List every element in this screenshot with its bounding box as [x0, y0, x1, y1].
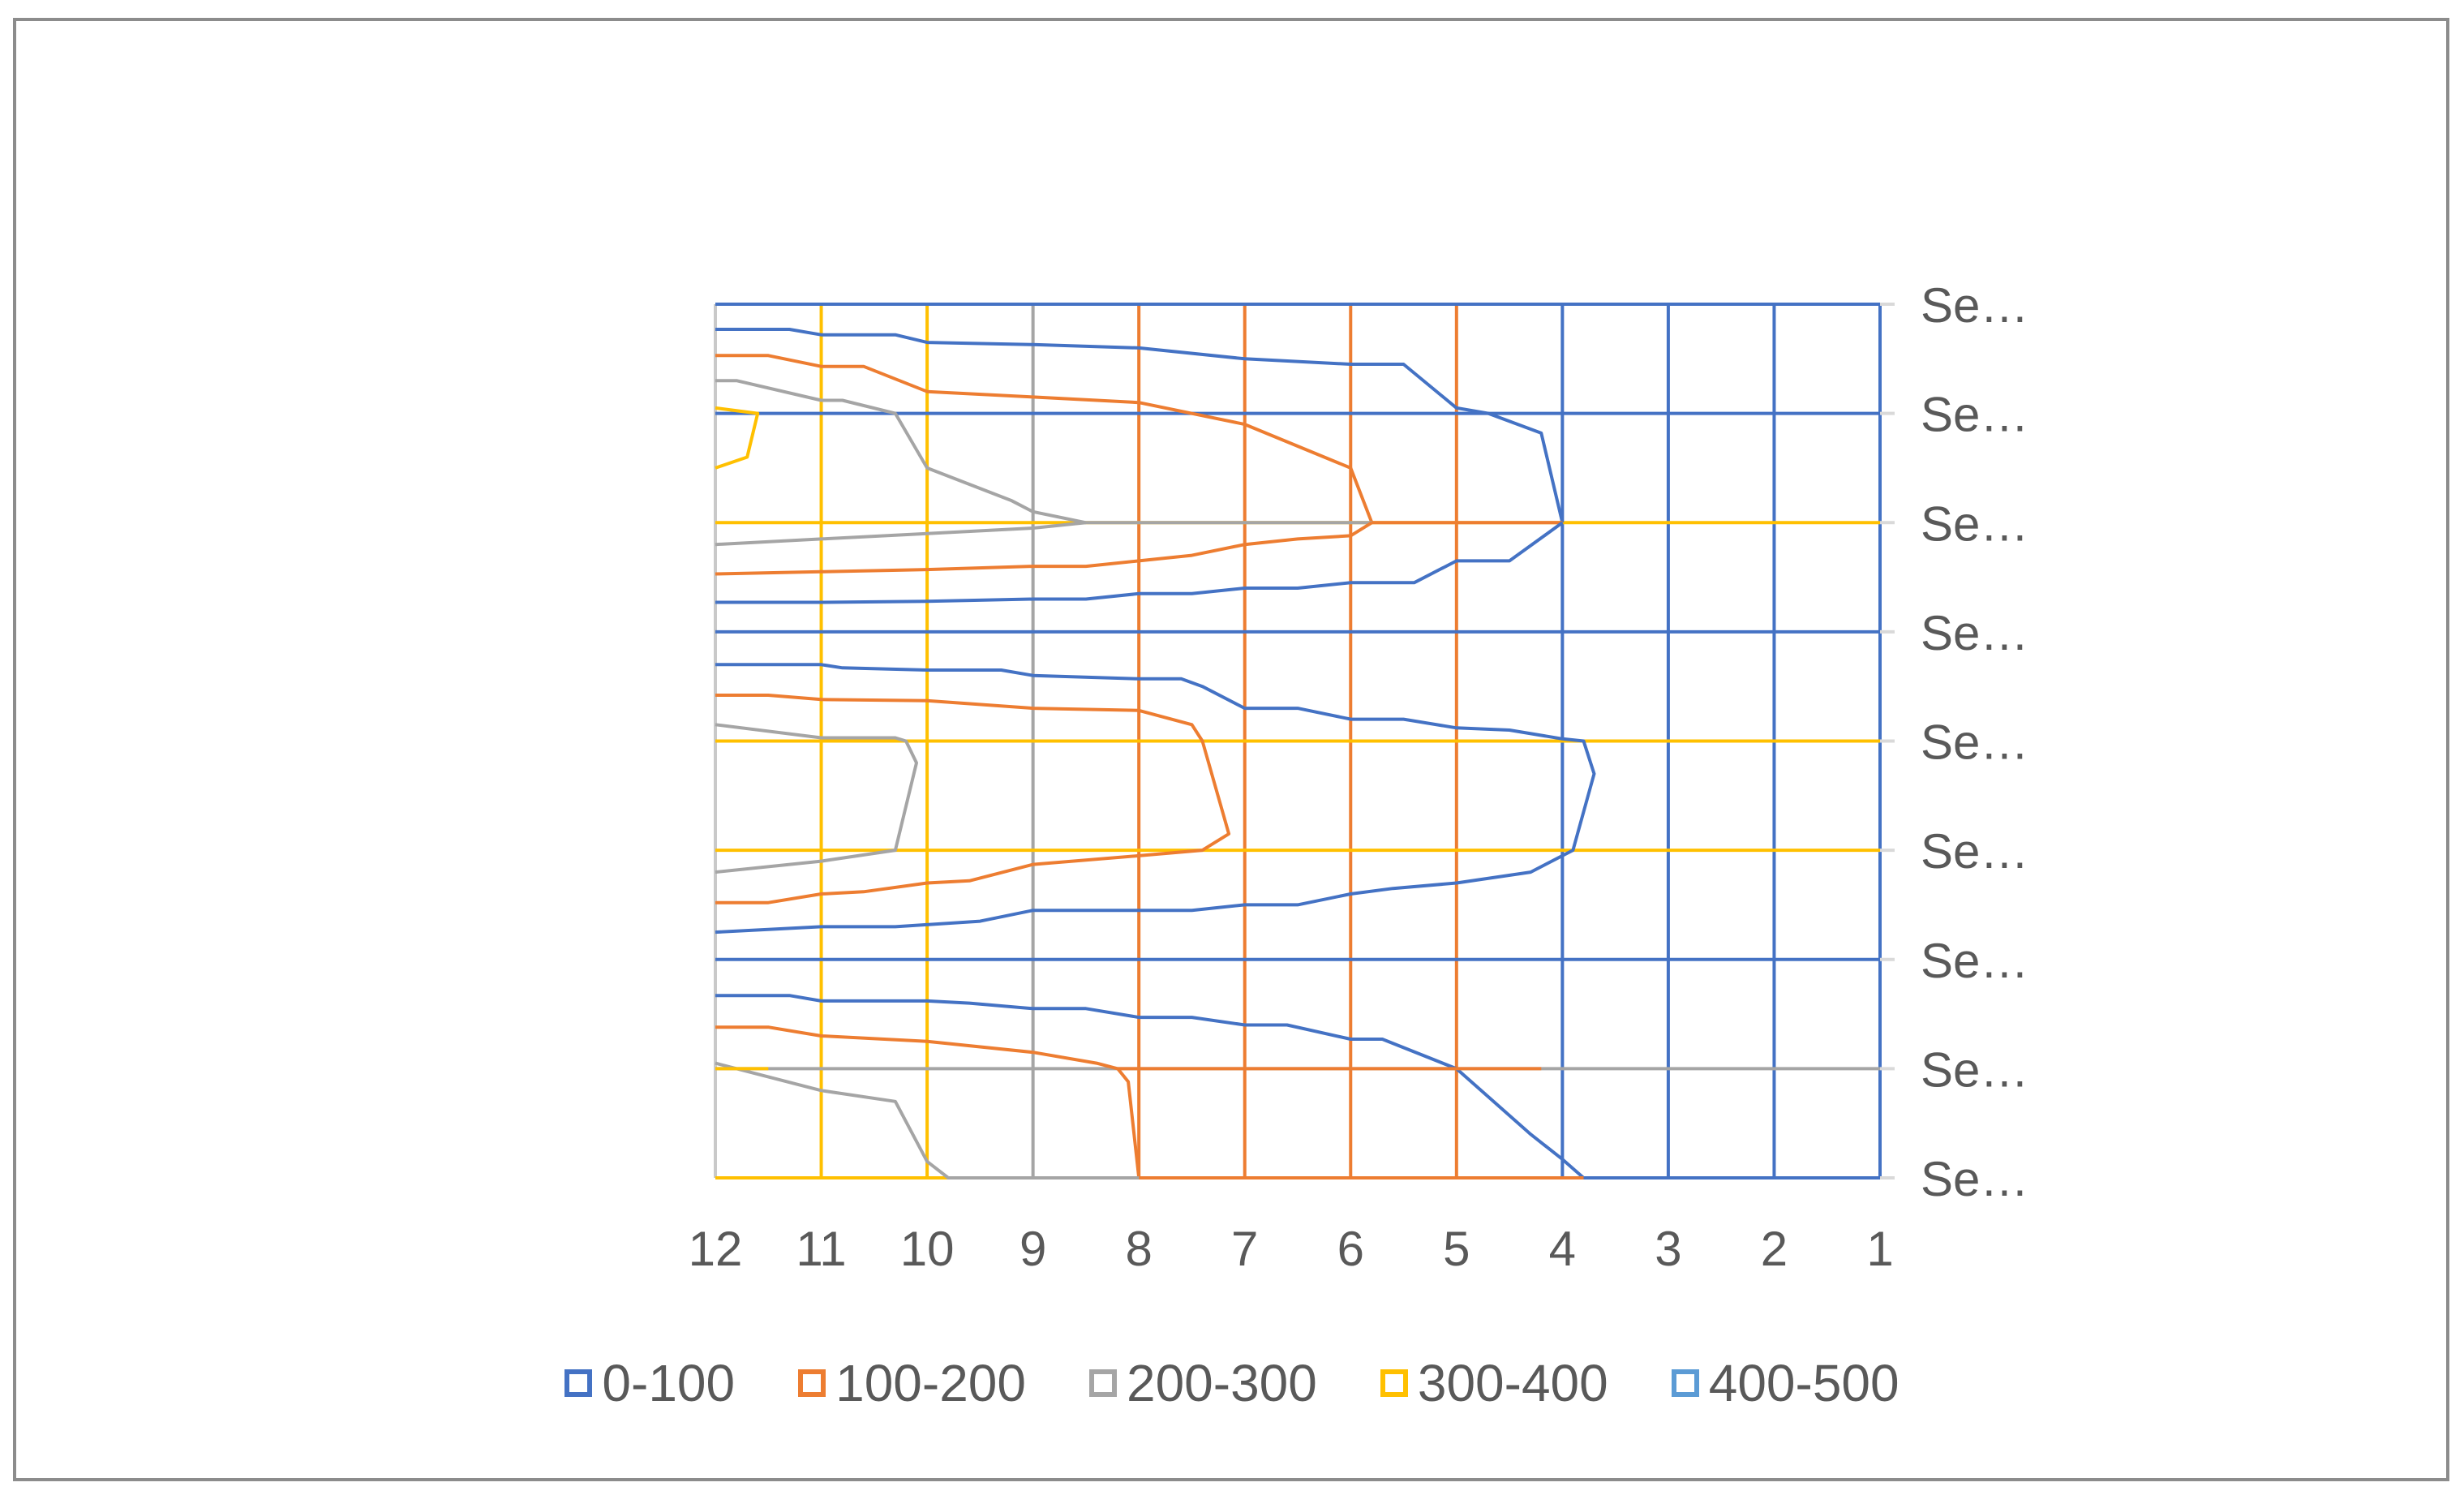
contour-line-100-200	[1116, 1068, 1584, 1179]
contour-line-0-100	[715, 663, 1596, 935]
contour-line-100-200	[715, 354, 1563, 525]
legend-item: 200-300	[1088, 1353, 1317, 1413]
contour-line-200-300	[715, 723, 918, 874]
legend-item: 400-500	[1671, 1353, 1900, 1413]
y-tick-label: Se…	[1921, 496, 2028, 551]
y-tick-label: Se…	[1921, 606, 2028, 660]
x-tick-label: 9	[1020, 1222, 1046, 1276]
y-tick-label: Se…	[1921, 824, 2028, 879]
x-tick-label: 5	[1443, 1222, 1470, 1276]
y-tick-label: Se…	[1921, 278, 2028, 333]
x-tick-label: 6	[1337, 1222, 1364, 1276]
contour-line-100-200	[715, 521, 1373, 576]
legend-swatch	[564, 1369, 593, 1397]
x-tick-label: 10	[900, 1222, 955, 1276]
legend-swatch	[1380, 1369, 1408, 1397]
contour-line-200-300	[715, 379, 1372, 525]
x-tick-label: 4	[1549, 1222, 1576, 1276]
x-axis-tick-labels: 12 11 10 9 8 7 6 5 4 3 2 1	[689, 1222, 1894, 1276]
contour-line-200-300	[715, 521, 1087, 547]
contour-line-0-100	[715, 328, 1565, 523]
contour-lines	[715, 328, 1880, 1179]
legend-label: 200-300	[1126, 1354, 1317, 1412]
legend-label: 300-400	[1417, 1354, 1608, 1412]
contour-line-0-100	[715, 521, 1564, 604]
legend-item: 100-200	[798, 1353, 1026, 1413]
x-tick-label: 2	[1761, 1222, 1788, 1276]
legend-swatch	[1088, 1369, 1117, 1397]
contour-line-200-300	[715, 1061, 1140, 1179]
y-tick-label: Se…	[1921, 1042, 2028, 1097]
contour-line-100-200	[715, 694, 1231, 904]
legend-label: 100-200	[835, 1354, 1026, 1412]
x-tick-label: 11	[796, 1222, 846, 1276]
legend-item: 0-100	[564, 1353, 735, 1413]
contour-line-100-200	[715, 1025, 1542, 1071]
legend-swatch	[798, 1369, 826, 1397]
x-tick-label: 1	[1866, 1222, 1893, 1276]
x-tick-label: 12	[689, 1222, 743, 1276]
legend-item: 300-400	[1380, 1353, 1608, 1413]
x-tick-label: 3	[1655, 1222, 1681, 1276]
plot-grid	[714, 303, 1882, 1179]
legend-label: 400-500	[1708, 1354, 1900, 1412]
legend-label: 0-100	[602, 1354, 736, 1412]
y-tick-label: Se…	[1921, 1152, 2028, 1206]
y-tick-label: Se…	[1921, 934, 2028, 988]
y-axis-tick-labels: Se… Se… Se… Se… Se… Se… Se… Se… Se…	[1880, 278, 2028, 1206]
legend-swatch	[1671, 1369, 1699, 1397]
contour-line-300-400	[715, 406, 760, 470]
chart-border	[13, 18, 2449, 1481]
legend: 0-100 100-200 200-300 300-400 400-500	[0, 1347, 2464, 1420]
contour-line-0-100	[715, 994, 1880, 1179]
x-tick-label: 7	[1231, 1222, 1258, 1276]
y-tick-label: Se…	[1921, 715, 2028, 770]
y-tick-label: Se…	[1921, 388, 2028, 442]
x-tick-label: 8	[1125, 1222, 1152, 1276]
